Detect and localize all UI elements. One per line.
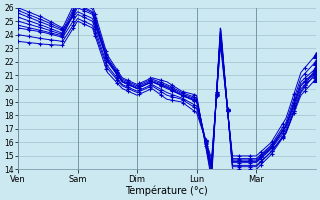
X-axis label: Température (°c): Température (°c)	[125, 185, 208, 196]
